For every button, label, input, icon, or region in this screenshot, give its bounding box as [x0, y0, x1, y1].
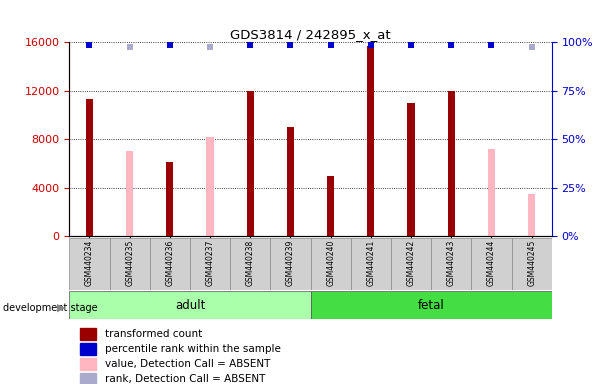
- Bar: [270, 238, 311, 290]
- Bar: [511, 238, 552, 290]
- Bar: [488, 149, 495, 236]
- Bar: [80, 373, 96, 384]
- Text: GSM440240: GSM440240: [326, 240, 335, 286]
- Text: GSM440236: GSM440236: [165, 240, 174, 286]
- Bar: [80, 343, 96, 355]
- Bar: [166, 162, 174, 236]
- Bar: [287, 127, 294, 236]
- Text: value, Detection Call = ABSENT: value, Detection Call = ABSENT: [106, 359, 271, 369]
- Bar: [126, 151, 133, 236]
- Bar: [311, 291, 552, 319]
- Bar: [110, 238, 150, 290]
- Text: GSM440244: GSM440244: [487, 240, 496, 286]
- Text: GSM440237: GSM440237: [206, 240, 215, 286]
- Bar: [150, 238, 190, 290]
- Bar: [190, 238, 230, 290]
- Title: GDS3814 / 242895_x_at: GDS3814 / 242895_x_at: [230, 28, 391, 41]
- Bar: [86, 99, 93, 236]
- Bar: [69, 238, 110, 290]
- Bar: [472, 238, 511, 290]
- Text: adult: adult: [175, 299, 205, 311]
- Bar: [311, 238, 351, 290]
- Text: rank, Detection Call = ABSENT: rank, Detection Call = ABSENT: [106, 374, 265, 384]
- Bar: [327, 175, 334, 236]
- Bar: [447, 91, 455, 236]
- Text: GSM440239: GSM440239: [286, 240, 295, 286]
- Text: GSM440245: GSM440245: [527, 240, 536, 286]
- Text: GSM440243: GSM440243: [447, 240, 456, 286]
- Text: percentile rank within the sample: percentile rank within the sample: [106, 344, 281, 354]
- Text: development stage: development stage: [3, 303, 98, 313]
- Bar: [247, 91, 254, 236]
- Text: ▶: ▶: [57, 303, 65, 313]
- Text: GSM440235: GSM440235: [125, 240, 134, 286]
- Bar: [230, 238, 270, 290]
- Text: GSM440234: GSM440234: [85, 240, 94, 286]
- Bar: [408, 103, 415, 236]
- Text: GSM440241: GSM440241: [367, 240, 375, 286]
- Bar: [367, 46, 374, 236]
- Text: transformed count: transformed count: [106, 329, 203, 339]
- Bar: [528, 194, 535, 236]
- Text: fetal: fetal: [418, 299, 444, 311]
- Bar: [69, 291, 311, 319]
- Text: GSM440242: GSM440242: [406, 240, 415, 286]
- Bar: [80, 358, 96, 370]
- Bar: [391, 238, 431, 290]
- Bar: [206, 137, 213, 236]
- Bar: [351, 238, 391, 290]
- Text: GSM440238: GSM440238: [246, 240, 254, 286]
- Bar: [80, 328, 96, 340]
- Bar: [431, 238, 472, 290]
